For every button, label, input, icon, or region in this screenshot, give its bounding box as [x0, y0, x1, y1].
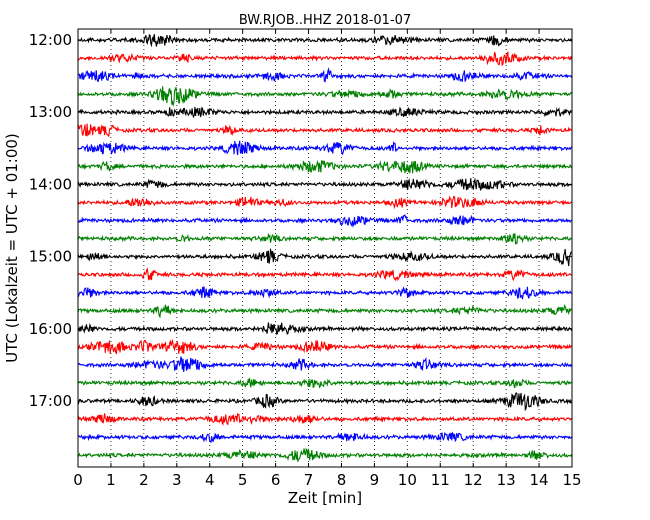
plot-border — [77, 28, 573, 468]
trace-1445 — [77, 232, 572, 245]
trace-1600 — [77, 322, 573, 336]
trace-1430 — [77, 214, 572, 228]
x-tick-label: 1 — [106, 471, 116, 489]
x-tick-label: 5 — [238, 471, 248, 489]
trace-1230 — [77, 66, 573, 83]
trace-1300 — [77, 106, 572, 119]
x-tick-label: 15 — [562, 471, 581, 489]
trace-1730 — [77, 431, 572, 444]
x-tick-label: 3 — [172, 471, 182, 489]
y-tick-labels: 12:00 13:00 14:00 15:00 16:00 17:00 — [29, 31, 72, 410]
trace-1715 — [77, 412, 572, 426]
x-tick-label: 8 — [337, 471, 347, 489]
y-tick-label: 14:00 — [29, 175, 72, 193]
y-tick-label: 12:00 — [29, 31, 72, 49]
x-tick-label: 10 — [398, 471, 417, 489]
trace-1700 — [77, 391, 572, 412]
trace-1200 — [77, 33, 573, 48]
y-tick-label: 17:00 — [29, 392, 72, 410]
trace-1645 — [77, 377, 572, 389]
trace-1215 — [77, 50, 573, 67]
y-tick-label: 16:00 — [29, 320, 72, 338]
x-tick-label: 0 — [73, 471, 83, 489]
x-tick-label: 11 — [431, 471, 450, 489]
chart-title: BW.RJOB..HHZ 2018-01-07 — [239, 13, 411, 28]
x-tick-label: 7 — [304, 471, 314, 489]
plot-area — [77, 28, 573, 468]
trace-1745 — [77, 447, 573, 462]
trace-1245 — [77, 86, 572, 108]
trace-1400 — [77, 177, 572, 191]
seismogram-traces — [77, 33, 573, 462]
x-tick-label: 9 — [370, 471, 380, 489]
y-tick-label: 15:00 — [29, 248, 72, 266]
trace-1615 — [77, 338, 572, 355]
x-tick-label: 13 — [497, 471, 516, 489]
trace-1330 — [77, 140, 572, 156]
x-tick-label: 4 — [205, 471, 215, 489]
x-tick-label: 14 — [530, 471, 549, 489]
trace-1315 — [77, 123, 572, 137]
trace-1515 — [77, 267, 572, 282]
trace-1415 — [77, 195, 572, 210]
x-tick-label: 6 — [271, 471, 281, 489]
trace-1630 — [77, 356, 572, 372]
y-tick-label: 13:00 — [29, 103, 72, 121]
y-axis-label: UTC (Lokalzeit = UTC + 01:00) — [3, 133, 21, 363]
x-tick-label: 2 — [139, 471, 149, 489]
trace-1530 — [77, 286, 572, 300]
trace-1545 — [77, 304, 572, 319]
plot-frame — [78, 29, 572, 467]
x-axis-label: Zeit [min] — [288, 489, 362, 507]
axis-ticks — [77, 29, 573, 467]
trace-1345 — [77, 159, 573, 174]
x-tick-label: 12 — [464, 471, 483, 489]
x-tick-labels: 0 1 2 3 4 5 6 7 8 9 10 11 12 13 14 15 — [73, 471, 581, 489]
trace-1500 — [77, 247, 572, 267]
